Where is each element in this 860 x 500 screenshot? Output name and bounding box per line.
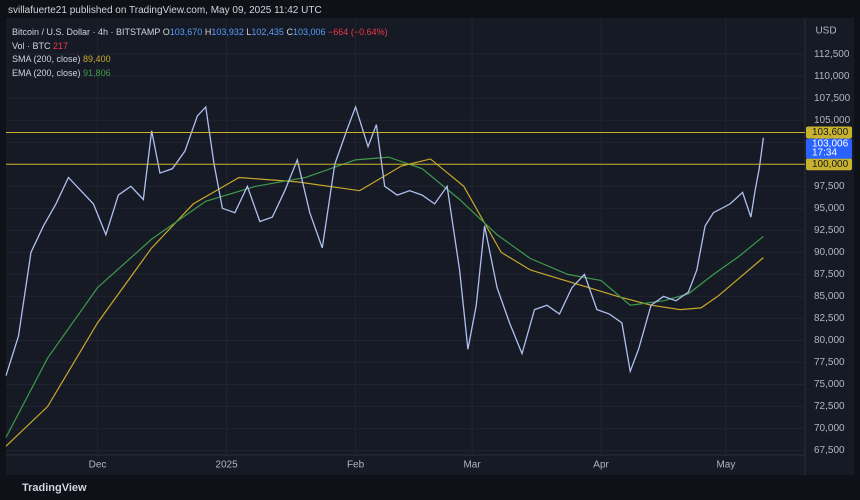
series-line	[5, 104, 765, 376]
y-tick-label: 85,000	[814, 291, 845, 302]
symbol-title: Bitcoin / U.S. Dollar · 4h · BITSTAMP	[12, 27, 161, 37]
quote-value: 103,006	[292, 27, 326, 37]
quote-key: L	[246, 27, 252, 37]
y-tick-label: 80,000	[814, 335, 845, 346]
y-tick-label: 67,500	[814, 445, 845, 456]
y-tick-label: 72,500	[814, 401, 845, 412]
quote-value: 102,435	[251, 27, 284, 37]
level-label: 100,000	[812, 159, 849, 170]
change: −664	[328, 27, 349, 37]
legend: Bitcoin / U.S. Dollar · 4h · BITSTAMP O1…	[12, 26, 388, 80]
series-line	[5, 158, 764, 447]
y-tick-label: 110,000	[814, 71, 850, 82]
legend-row: SMA (200, close) 89,400	[12, 53, 388, 67]
legend-entry: EMA (200, close)	[12, 67, 81, 78]
quote-key: C	[286, 27, 293, 37]
y-tick-label: 90,000	[814, 247, 845, 258]
y-tick-label: 70,000	[814, 423, 845, 434]
quote-key: H	[204, 27, 212, 37]
y-tick-label: 95,000	[814, 203, 845, 214]
x-tick-label: Mar	[463, 460, 481, 471]
y-tick-label: 75,000	[814, 379, 845, 390]
change-pct: (−0.64%)	[350, 27, 388, 37]
quote-value: 103,932	[211, 27, 244, 37]
y-tick-label: 77,500	[814, 357, 845, 368]
x-tick-label: Dec	[89, 460, 107, 471]
y-tick-label: 105,000	[814, 115, 851, 126]
legend-value: 91,806	[83, 67, 111, 78]
legend-entry: SMA (200, close)	[12, 54, 81, 64]
last-price-tag	[806, 138, 852, 159]
last-price-label: 103,006	[812, 138, 849, 149]
x-tick-label: 2025	[215, 460, 238, 471]
level-tag	[806, 158, 852, 171]
legend-row: Bitcoin / U.S. Dollar · 4h · BITSTAMP O1…	[12, 26, 388, 40]
publish-info: svillafuerte21 published on TradingView.…	[8, 5, 322, 16]
quote-key: O	[162, 27, 170, 37]
y-tick-label: 87,500	[814, 269, 845, 280]
brand: TradingView	[22, 482, 87, 494]
x-tick-label: Feb	[347, 460, 365, 471]
y-tick-label: 92,500	[814, 225, 845, 236]
legend-row: Vol · BTC 217	[12, 40, 388, 54]
currency-label: USD	[815, 26, 836, 37]
countdown-label: 17:34	[812, 147, 837, 158]
series-line	[5, 156, 764, 438]
volume-name: Vol · BTC	[12, 40, 51, 51]
level-label: 103,600	[812, 127, 849, 138]
legend-value: 89,400	[83, 54, 111, 64]
volume-value: 217	[53, 40, 69, 51]
quote-value: 103,670	[169, 27, 203, 37]
y-tick-label: 112,500	[814, 49, 850, 60]
y-tick-label: 82,500	[814, 313, 845, 324]
legend-row: EMA (200, close) 91,806	[12, 67, 388, 81]
y-tick-label: 107,500	[814, 93, 851, 104]
level-tag	[806, 126, 852, 139]
y-tick-label: 97,500	[814, 181, 845, 192]
x-tick-label: May	[716, 460, 735, 471]
chart-panel	[6, 18, 854, 475]
x-tick-label: Apr	[593, 460, 609, 471]
